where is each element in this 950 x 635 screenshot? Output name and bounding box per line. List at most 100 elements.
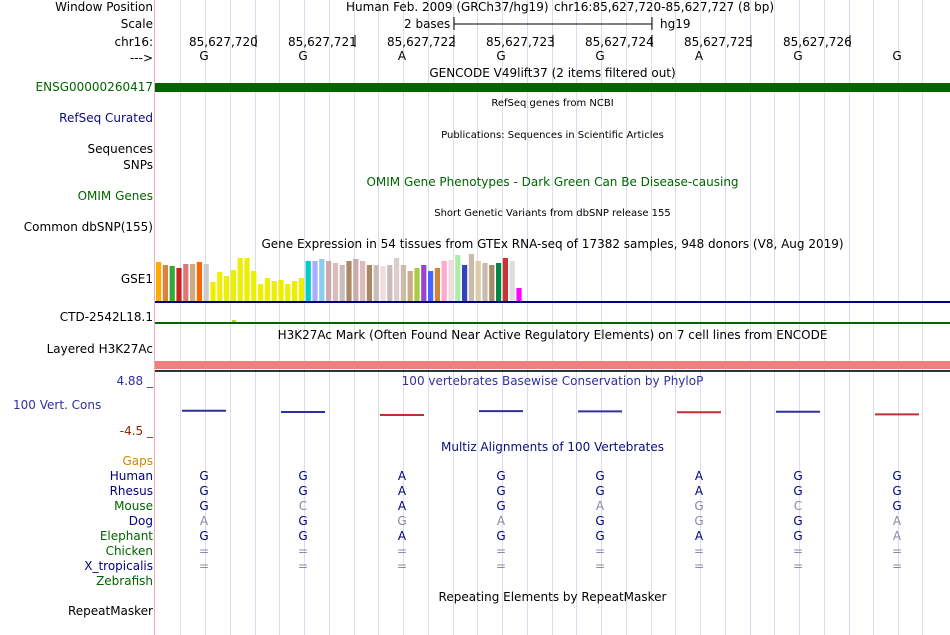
gtex-bar[interactable]: [394, 258, 400, 301]
gtex-bar[interactable]: [196, 262, 202, 301]
gtex-bar[interactable]: [326, 261, 332, 301]
gtex-bar[interactable]: [428, 271, 434, 301]
gencode-gene-label[interactable]: ENSG00000260417: [35, 80, 153, 94]
species-label[interactable]: Elephant: [99, 529, 153, 543]
gtex-bar[interactable]: [366, 265, 372, 301]
gtex-bar[interactable]: [230, 270, 236, 301]
gtex-bar[interactable]: [516, 288, 522, 301]
dbsnp-label[interactable]: Common dbSNP(155): [23, 220, 153, 234]
gtex-bar[interactable]: [305, 261, 311, 301]
publications-label-snps[interactable]: SNPs: [123, 158, 153, 172]
gtex-bar[interactable]: [210, 282, 216, 301]
dbsnp-title[interactable]: Short Genetic Variants from dbSNP releas…: [434, 208, 671, 219]
gtex-bar[interactable]: [339, 265, 345, 301]
species-label[interactable]: Dog: [128, 514, 153, 528]
species-base: C: [793, 499, 803, 513]
gtex-bar[interactable]: [298, 278, 304, 301]
species-base: =: [792, 544, 804, 558]
gtex-bar[interactable]: [176, 268, 182, 301]
gtex-bar[interactable]: [421, 265, 427, 301]
gtex-bar[interactable]: [217, 272, 223, 301]
gtex-bar[interactable]: [169, 266, 175, 301]
gencode-title[interactable]: GENCODE V49lift37 (2 items filtered out): [429, 66, 676, 80]
gtex-bar[interactable]: [251, 271, 257, 301]
gtex-label[interactable]: GSE1: [120, 272, 153, 286]
gtex-bar[interactable]: [183, 264, 189, 301]
gtex-bar[interactable]: [346, 261, 352, 301]
cons-label[interactable]: 100 Vert. Cons: [13, 398, 102, 412]
ctd-gene-line[interactable]: [155, 322, 950, 324]
omim-label[interactable]: OMIM Genes: [77, 189, 153, 203]
scale-label[interactable]: Scale: [120, 17, 153, 31]
species-label[interactable]: Rhesus: [109, 484, 153, 498]
gtex-bar[interactable]: [407, 271, 413, 301]
gtex-bar[interactable]: [434, 268, 440, 301]
gtex-bar[interactable]: [190, 264, 196, 301]
gtex-bar[interactable]: [292, 281, 298, 301]
gtex-bar[interactable]: [258, 284, 264, 301]
gtex-bar[interactable]: [264, 278, 270, 301]
gtex-bar[interactable]: [455, 255, 461, 301]
gtex-bar[interactable]: [278, 280, 284, 301]
repeatmasker-title[interactable]: Repeating Elements by RepeatMasker: [438, 590, 667, 604]
cons-title[interactable]: 100 vertebrates Basewise Conservation by…: [401, 374, 704, 388]
gtex-bar[interactable]: [489, 265, 495, 301]
grid-line: [477, 0, 478, 635]
h3k27ac-title[interactable]: H3K27Ac Mark (Often Found Near Active Re…: [277, 328, 828, 342]
multiz-title[interactable]: Multiz Alignments of 100 Vertebrates: [440, 440, 665, 454]
refseq-title[interactable]: RefSeq genes from NCBI: [491, 98, 614, 109]
species-label[interactable]: Mouse: [114, 499, 153, 513]
h3k27ac-label[interactable]: Layered H3K27Ac: [46, 342, 153, 356]
species-base: A: [199, 514, 209, 528]
species-label[interactable]: Human: [109, 469, 153, 483]
gtex-bar[interactable]: [482, 263, 488, 301]
gtex-bar[interactable]: [509, 261, 515, 301]
strand-label[interactable]: --->: [129, 51, 153, 65]
gtex-bar[interactable]: [380, 266, 386, 301]
cons-chart[interactable]: [0, 385, 950, 445]
chrom-label[interactable]: chr16:: [114, 35, 153, 49]
gtex-bar[interactable]: [475, 261, 481, 301]
species-base: G: [892, 484, 902, 498]
gtex-bar[interactable]: [332, 263, 338, 301]
gtex-bar[interactable]: [319, 259, 325, 301]
species-base: G: [595, 529, 605, 543]
ctd-label[interactable]: CTD-2542L18.1: [59, 310, 153, 324]
gtex-bar[interactable]: [162, 265, 168, 301]
refseq-label[interactable]: RefSeq Curated: [59, 111, 153, 125]
gtex-bar[interactable]: [312, 261, 318, 301]
gtex-bar[interactable]: [156, 262, 162, 301]
gtex-bar[interactable]: [462, 265, 468, 301]
publications-label-sequences[interactable]: Sequences: [87, 142, 153, 156]
gtex-bar[interactable]: [387, 265, 393, 301]
gtex-bar[interactable]: [400, 265, 406, 301]
gtex-bar[interactable]: [271, 281, 277, 301]
gtex-bar[interactable]: [360, 261, 366, 301]
species-base: =: [198, 559, 210, 573]
gtex-title[interactable]: Gene Expression in 54 tissues from GTEx …: [261, 237, 844, 251]
repeatmasker-label[interactable]: RepeatMasker: [67, 604, 153, 618]
species-label[interactable]: Chicken: [105, 544, 153, 558]
window-position-label[interactable]: Window Position: [55, 0, 153, 14]
gtex-bar[interactable]: [414, 268, 420, 301]
gtex-bar[interactable]: [373, 265, 379, 301]
grid-line: [626, 0, 627, 635]
gtex-bar[interactable]: [441, 261, 447, 301]
species-label[interactable]: X_tropicalis: [84, 559, 153, 573]
gencode-gene-bar[interactable]: [155, 83, 950, 92]
gtex-bar[interactable]: [448, 260, 454, 301]
gtex-bar[interactable]: [468, 254, 474, 301]
gtex-chart[interactable]: [0, 250, 950, 320]
gtex-bar[interactable]: [353, 259, 359, 301]
species-label[interactable]: Zebrafish: [96, 574, 153, 588]
gtex-bar[interactable]: [244, 258, 250, 301]
gtex-bar[interactable]: [285, 284, 291, 301]
gtex-bar[interactable]: [203, 264, 209, 301]
publications-title[interactable]: Publications: Sequences in Scientific Ar…: [441, 130, 664, 141]
gtex-bar[interactable]: [496, 263, 502, 301]
gtex-bar[interactable]: [502, 258, 508, 301]
multiz-gaps-label[interactable]: Gaps: [122, 454, 153, 468]
gtex-bar[interactable]: [237, 258, 243, 301]
gtex-bar[interactable]: [224, 276, 230, 301]
omim-title[interactable]: OMIM Gene Phenotypes - Dark Green Can Be…: [366, 175, 739, 189]
